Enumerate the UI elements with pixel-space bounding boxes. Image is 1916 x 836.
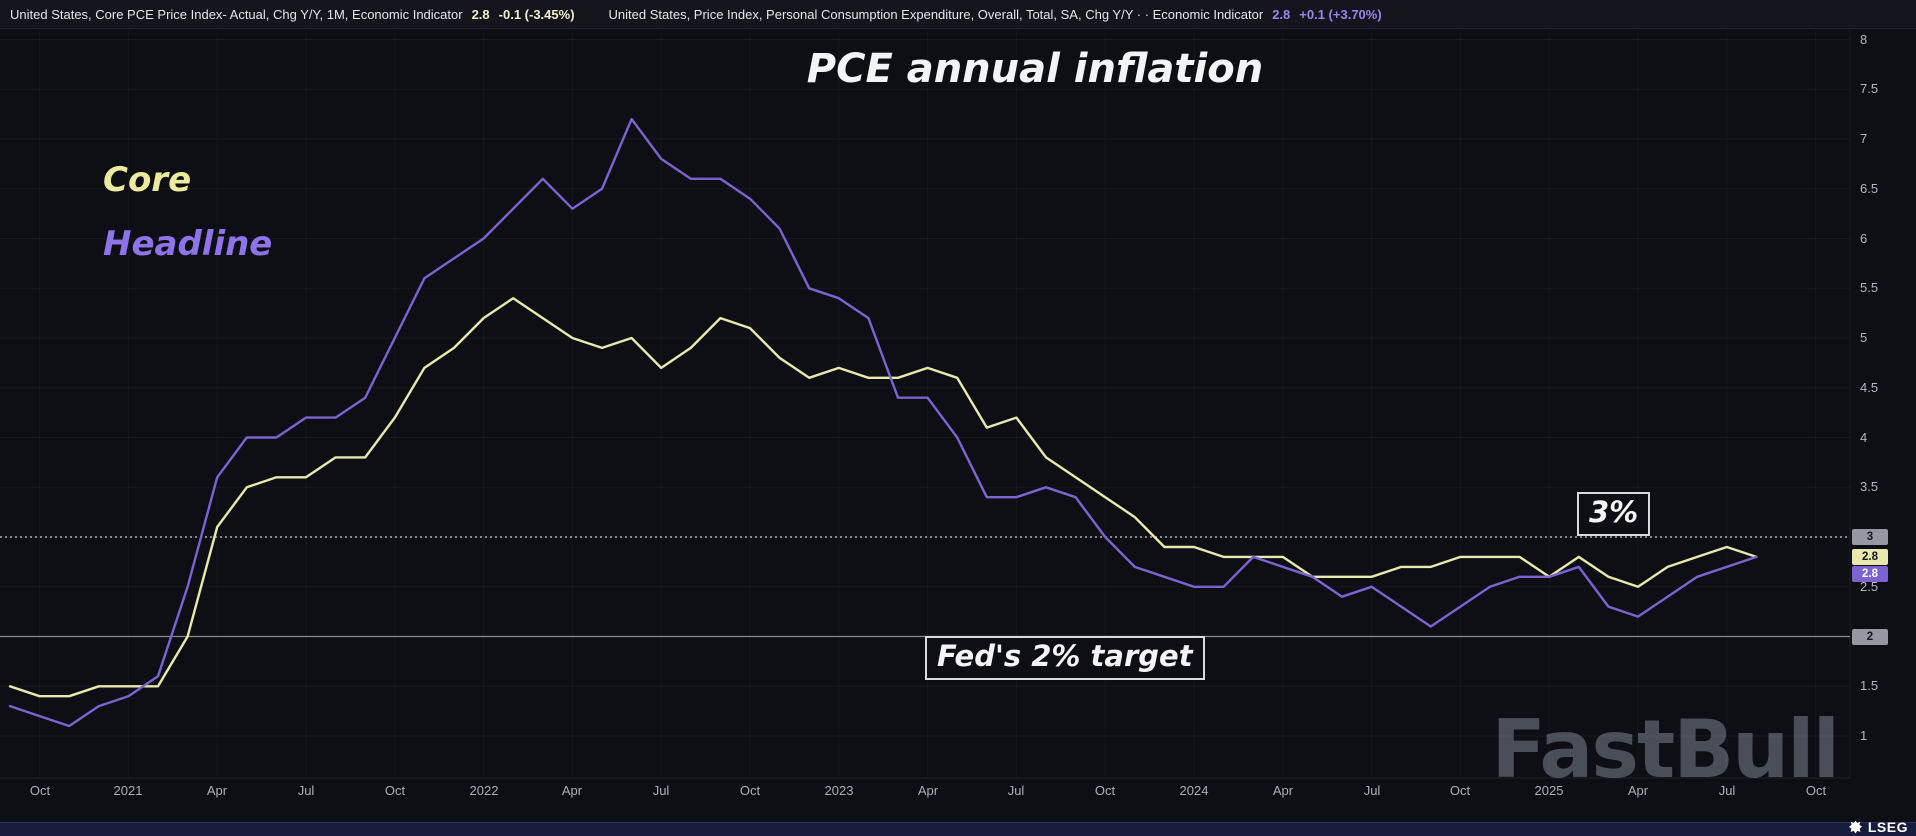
y-axis-label: 8 (1860, 32, 1868, 47)
y-axis-label: 2.5 (1860, 579, 1879, 594)
price-badge-gray: 2 (1852, 629, 1888, 645)
x-axis-label: 2023 (824, 783, 854, 798)
y-axis-label: 1.5 (1860, 678, 1879, 693)
price-badge-headline: 2.8 (1852, 566, 1888, 582)
annotation-3-percent[interactable]: 3% (1577, 492, 1651, 536)
legend-headline-label: United States, Price Index, Personal Con… (608, 6, 1264, 22)
fastbull-watermark: FastBull (1491, 703, 1840, 796)
x-axis-label: 2022 (469, 783, 499, 798)
x-axis-label: Oct (29, 783, 51, 798)
y-axis-label: 4.5 (1860, 380, 1879, 395)
x-axis-label: Jul (1363, 783, 1381, 798)
legend-core-value: 2.8 (471, 6, 490, 22)
y-axis-label: 7.5 (1860, 81, 1879, 96)
legend-headline-change: +0.1 (+3.70%) (1299, 6, 1382, 22)
x-axis-label: 2025 (1534, 783, 1564, 798)
y-axis-label: 6 (1860, 231, 1868, 246)
y-axis-label: 5.5 (1860, 280, 1879, 295)
x-axis-label: Jul (1718, 783, 1736, 798)
y-axis-label: 1 (1860, 728, 1868, 743)
lseg-logo-text: LSEG (1867, 819, 1908, 835)
x-axis-label: Oct (1094, 783, 1116, 798)
price-badge-core: 2.8 (1852, 549, 1888, 565)
core-series-label: Core (103, 160, 192, 200)
x-axis-label: Jul (652, 783, 670, 798)
x-axis-label: 2024 (1179, 783, 1209, 798)
price-badge-gray: 3 (1852, 529, 1888, 545)
legend-core-label: United States, Core PCE Price Index- Act… (10, 6, 463, 22)
y-axis-label: 4 (1860, 430, 1868, 445)
y-axis-label: 3.5 (1860, 479, 1879, 494)
bottom-bar (0, 822, 1916, 836)
x-axis-label: Apr (1627, 783, 1649, 798)
headline-line[interactable] (8, 117, 1758, 728)
lseg-logo: LSEG (1848, 819, 1908, 835)
x-axis-label: Apr (206, 783, 228, 798)
y-axis-label: 6.5 (1860, 181, 1879, 196)
x-axis-label: 2021 (113, 783, 143, 798)
legend-item-core[interactable]: United States, Core PCE Price Index- Act… (10, 7, 575, 22)
x-axis-label: Apr (1272, 783, 1294, 798)
core-line[interactable] (8, 297, 1758, 698)
legend-core-change: -0.1 (-3.45%) (498, 6, 575, 22)
x-axis-label: Oct (384, 783, 406, 798)
x-axis-label: Jul (1007, 783, 1025, 798)
x-axis-label: Oct (1449, 783, 1471, 798)
x-axis-label: Apr (561, 783, 583, 798)
y-axis-label: 5 (1860, 330, 1868, 345)
x-axis-label: Oct (1805, 783, 1827, 798)
x-axis-label: Apr (917, 783, 939, 798)
headline-series-label: Headline (103, 224, 273, 264)
legend-item-headline[interactable]: United States, Price Index, Personal Con… (609, 7, 1382, 22)
chart-title: PCE annual inflation (806, 46, 1264, 92)
legend-headline-value: 2.8 (1272, 6, 1291, 22)
x-axis-label: Oct (739, 783, 761, 798)
legend-bar: United States, Core PCE Price Index- Act… (0, 0, 1916, 29)
lseg-crest-icon (1848, 820, 1863, 835)
x-axis-label: Jul (297, 783, 315, 798)
annotation-fed-target[interactable]: Fed's 2% target (925, 636, 1205, 680)
y-axis-label: 7 (1860, 131, 1868, 146)
